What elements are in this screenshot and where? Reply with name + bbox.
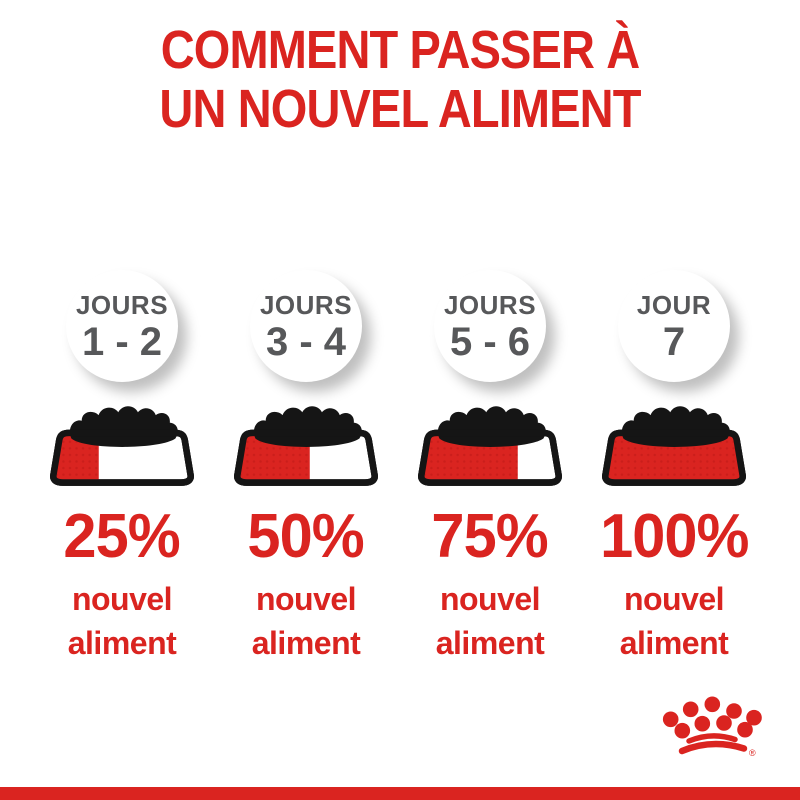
day-label: JOURS	[259, 290, 353, 320]
day-badge: JOUR 7	[618, 270, 730, 382]
bowl-svg	[418, 406, 562, 486]
food-bowl-icon	[47, 399, 197, 493]
kibble-mound	[69, 406, 178, 447]
day-numbers: 5 - 6	[449, 320, 531, 364]
caption-line2: aliment	[619, 625, 729, 661]
kibble-mound	[621, 406, 730, 447]
percent-new-food: 75%	[431, 502, 549, 571]
day-numbers: 1 - 2	[81, 320, 163, 364]
step-column-days-3-4: JOURS 3 - 4	[214, 270, 398, 665]
day-badge: JOURS 1 - 2	[66, 270, 178, 382]
day-badge: JOURS 3 - 4	[250, 270, 362, 382]
caption-line1: nouvel	[439, 581, 541, 617]
percent-caption: nouvel aliment	[68, 577, 177, 665]
day-label: JOUR	[636, 290, 712, 320]
step-column-days-5-6: JOURS 5 - 6	[398, 270, 582, 665]
step-column-days-1-2: JOURS 1 - 2	[30, 270, 214, 665]
crown-icon: ®	[662, 696, 762, 758]
kibble-mound	[253, 406, 362, 447]
caption-line1: nouvel	[255, 581, 357, 617]
percent-new-food: 50%	[247, 502, 365, 571]
transition-steps: JOURS 1 - 2	[0, 270, 800, 665]
bottom-red-bar	[0, 787, 800, 800]
bowl-svg	[602, 406, 746, 486]
percent-new-food: 25%	[63, 502, 181, 571]
day-numbers: 7	[662, 320, 686, 364]
day-label: JOURS	[443, 290, 537, 320]
percent-caption: nouvel aliment	[436, 577, 545, 665]
food-bowl-icon	[415, 399, 565, 493]
page-title-line1: COMMENT PASSER À	[160, 20, 640, 80]
caption-line1: nouvel	[71, 581, 173, 617]
bowl-svg	[234, 406, 378, 486]
royal-canin-crown-logo: ®	[649, 686, 769, 764]
percent-caption: nouvel aliment	[252, 577, 361, 665]
percent-caption: nouvel aliment	[620, 577, 729, 665]
food-bowl-icon	[599, 399, 749, 493]
step-column-day-7: JOUR 7	[582, 270, 766, 665]
caption-line2: aliment	[67, 625, 177, 661]
caption-line2: aliment	[435, 625, 545, 661]
caption-line2: aliment	[251, 625, 361, 661]
percent-new-food: 100%	[599, 502, 749, 571]
page-title: COMMENT PASSER À UN NOUVEL ALIMENT	[0, 0, 800, 139]
registered-trademark-symbol: ®	[749, 748, 756, 758]
day-numbers: 3 - 4	[265, 320, 347, 364]
day-label: JOURS	[75, 290, 169, 320]
bowl-svg	[50, 406, 194, 486]
day-badge: JOURS 5 - 6	[434, 270, 546, 382]
caption-line1: nouvel	[623, 581, 725, 617]
kibble-mound	[437, 406, 546, 447]
page-title-line2: UN NOUVEL ALIMENT	[159, 79, 641, 139]
food-bowl-icon	[231, 399, 381, 493]
